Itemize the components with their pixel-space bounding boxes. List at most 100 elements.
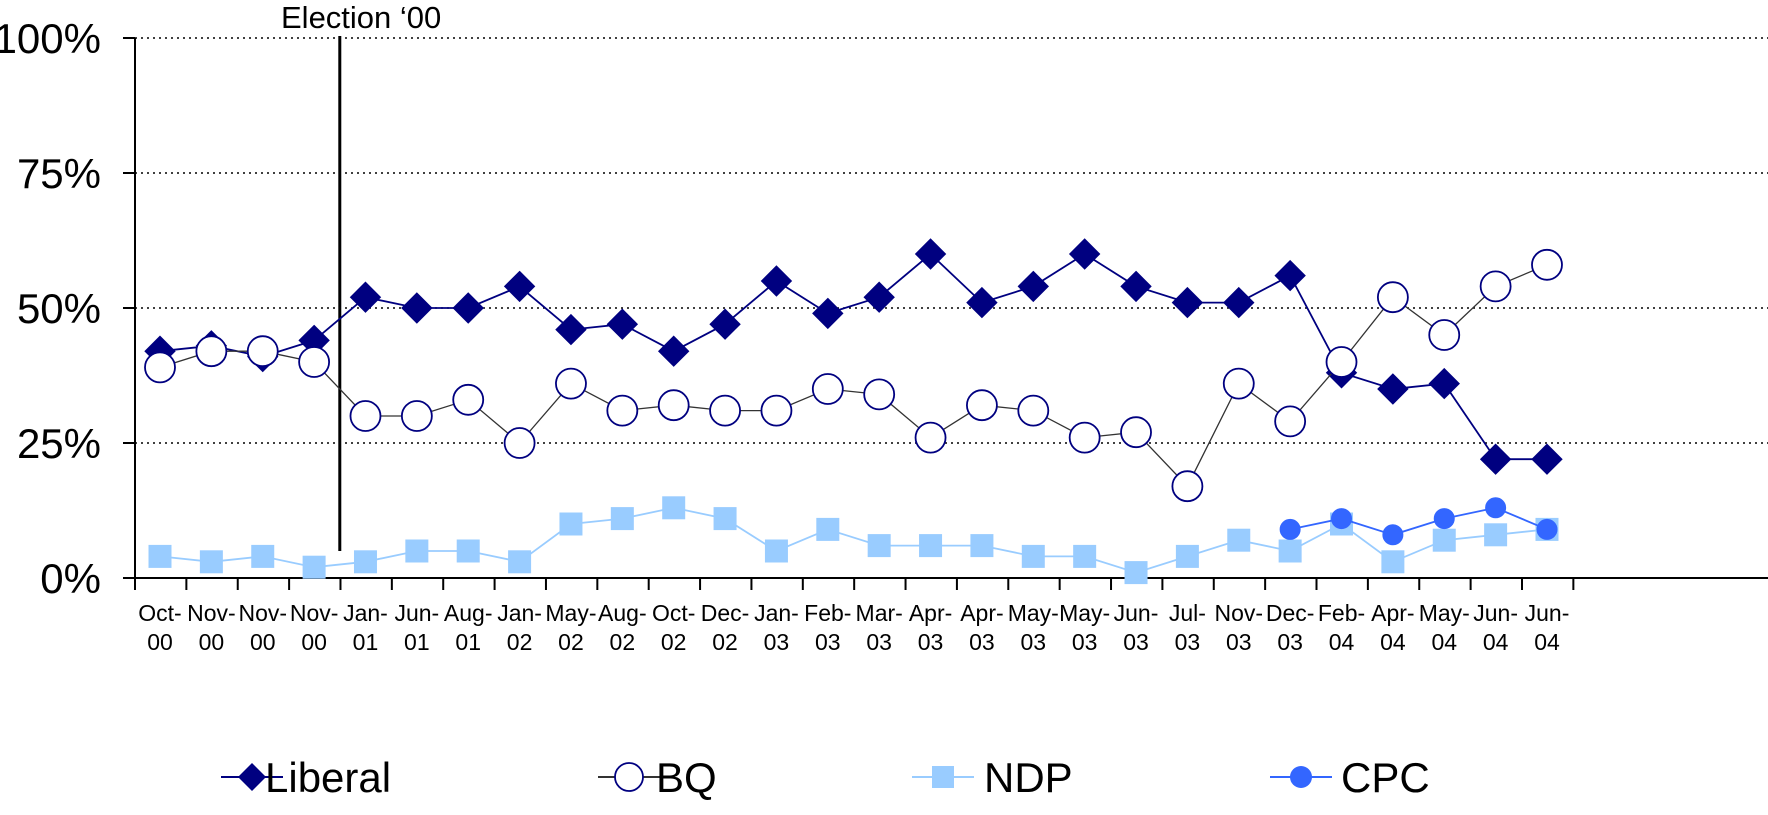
x-tick-label: 00 <box>301 629 327 655</box>
x-tick-label: 04 <box>1329 629 1355 655</box>
data-point-liberal <box>812 297 844 330</box>
data-point-bq <box>298 346 331 378</box>
x-tick-label: Feb- <box>804 600 851 626</box>
data-point-ndp <box>1278 539 1302 563</box>
data-point-ndp <box>559 512 583 536</box>
data-point-liberal <box>1223 286 1255 319</box>
x-tick-label: 01 <box>353 629 379 655</box>
data-point-ndp <box>816 517 840 541</box>
legend-marker <box>238 763 266 791</box>
data-point-ndp <box>1484 523 1508 547</box>
data-point-cpc <box>1331 508 1353 530</box>
series-line-bq <box>159 264 1548 488</box>
data-point-liberal <box>349 281 382 313</box>
x-tick-label: Nov- <box>1214 600 1263 626</box>
x-tick-label: 03 <box>1175 629 1201 655</box>
axes <box>134 38 1768 579</box>
x-tick-label: 03 <box>815 629 841 655</box>
x-tick-label: Oct- <box>652 600 695 626</box>
data-point-ndp <box>764 539 788 563</box>
data-point-bq <box>1325 346 1358 378</box>
data-point-bq <box>914 421 947 454</box>
x-tick-label: 03 <box>764 629 790 655</box>
data-point-ndp <box>199 550 223 574</box>
x-tick-label: Aug- <box>598 600 647 626</box>
data-point-bq <box>1017 394 1050 427</box>
x-tick-label: Jan- <box>754 600 799 626</box>
x-tick-label: 02 <box>558 629 584 655</box>
data-point-bq <box>1068 421 1101 454</box>
data-point-bq <box>400 400 433 432</box>
data-point-ndp <box>353 550 377 574</box>
x-tick-labels: Oct- 00 Nov- 00 Nov- 00 Nov- 00 Jan- 01 Jun- 01 Aug-… <box>134 578 1575 655</box>
x-tick-label: May- <box>1059 600 1110 626</box>
series-bq <box>144 248 1563 503</box>
data-point-ndp <box>456 539 480 563</box>
legend: Liberal BQ NDP CPC <box>221 754 1430 801</box>
data-point-bq <box>1274 405 1307 438</box>
data-point-ndp <box>1124 561 1148 585</box>
data-point-bq <box>349 400 382 432</box>
x-tick-label: 00 <box>199 629 225 655</box>
x-tick-label: 02 <box>661 629 687 655</box>
legend-item-liberal: Liberal <box>221 754 391 801</box>
x-tick-label: 04 <box>1483 629 1509 655</box>
x-tick-label: May- <box>1419 600 1470 626</box>
x-tick-label: 01 <box>455 629 481 655</box>
x-tick-label: Feb- <box>1318 600 1365 626</box>
data-point-ndp <box>1073 544 1097 568</box>
data-point-liberal <box>1428 367 1460 400</box>
data-point-bq <box>503 427 536 459</box>
data-point-ndp <box>610 507 634 531</box>
data-point-ndp <box>302 555 326 579</box>
x-tick-label: 03 <box>1072 629 1098 655</box>
x-tick-label: Jun- <box>1525 600 1570 626</box>
series-line-liberal <box>159 252 1547 461</box>
data-point-liberal <box>1377 373 1409 405</box>
data-point-liberal <box>760 265 793 297</box>
data-point-bq <box>606 394 639 427</box>
data-point-bq <box>555 367 587 400</box>
data-point-cpc <box>1279 518 1301 540</box>
y-tick-labels: 0% 25% 50% 75% 100% <box>0 15 101 602</box>
data-point-ndp <box>970 534 994 558</box>
data-point-ndp <box>1432 528 1456 552</box>
x-tick-label: 00 <box>147 629 173 655</box>
data-point-bq <box>1222 367 1255 400</box>
data-point-ndp <box>508 550 532 574</box>
data-point-bq <box>1479 270 1512 303</box>
election-label: Election ‘00 <box>281 0 441 35</box>
data-point-ndp <box>662 496 686 520</box>
data-point-liberal <box>1120 270 1152 303</box>
data-point-bq <box>863 378 896 411</box>
x-tick-label: Oct- <box>138 600 181 626</box>
data-point-liberal <box>503 270 536 303</box>
x-tick-label: 03 <box>918 629 944 655</box>
data-point-liberal <box>401 292 433 324</box>
x-tick-label: May- <box>1008 600 1059 626</box>
x-tick-label: Aug- <box>444 600 493 626</box>
series-line-ndp <box>159 506 1548 574</box>
x-tick-label: 02 <box>712 629 738 655</box>
x-tick-label: 03 <box>866 629 892 655</box>
series-cpc <box>1279 497 1558 546</box>
y-tick-label: 100% <box>0 15 101 62</box>
data-point-bq <box>760 394 793 427</box>
data-point-cpc <box>1536 518 1558 540</box>
data-point-bq <box>195 335 228 368</box>
data-point-cpc <box>1485 497 1507 519</box>
data-point-liberal <box>1274 259 1306 292</box>
y-tick-label: 0% <box>40 555 101 602</box>
x-tick-label: May- <box>545 600 596 626</box>
x-tick-label: Apr- <box>1371 600 1414 626</box>
x-tick-label: 03 <box>1020 629 1046 655</box>
data-point-bq <box>709 394 741 427</box>
x-tick-label: 03 <box>1123 629 1149 655</box>
legend-marker <box>614 762 644 792</box>
legend-label: NDP <box>984 754 1073 801</box>
x-tick-label: Jul- <box>1169 600 1206 626</box>
legend-item-ndp: NDP <box>912 754 1073 801</box>
data-point-ndp <box>405 539 429 563</box>
y-tick-label: 50% <box>17 285 101 332</box>
